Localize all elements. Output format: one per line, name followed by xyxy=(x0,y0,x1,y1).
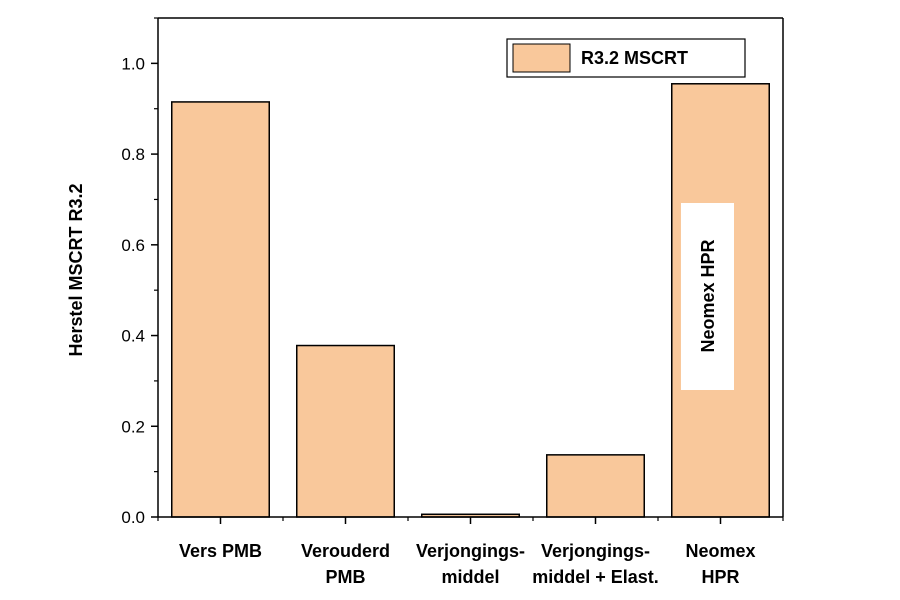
annotation-box xyxy=(681,203,734,390)
legend-label: R3.2 MSCRT xyxy=(581,48,688,68)
y-tick-label: 0.2 xyxy=(121,417,145,436)
annotation-text: Neomex HPR xyxy=(698,239,718,352)
bar-annotation: Neomex HPR xyxy=(681,203,734,390)
y-axis-title: Herstel MSCRT R3.2 xyxy=(66,183,86,356)
bar-0 xyxy=(171,101,270,518)
x-tick-label: Verjongings- xyxy=(541,541,650,561)
bars-layer xyxy=(171,83,770,518)
x-tick-label: PMB xyxy=(326,567,366,587)
x-tick-label: middel + Elast. xyxy=(532,567,659,587)
legend-swatch xyxy=(512,43,571,73)
y-tick-label: 0.6 xyxy=(121,236,145,255)
y-tick-label: 0.4 xyxy=(121,327,145,346)
y-tick-label: 0.8 xyxy=(121,145,145,164)
bar-1 xyxy=(296,344,395,518)
x-tick-label: Verouderd xyxy=(301,541,390,561)
x-tick-label: HPR xyxy=(701,567,739,587)
x-tick-label: middel xyxy=(441,567,499,587)
axes-layer xyxy=(151,17,784,524)
x-tick-label: Neomex xyxy=(685,541,755,561)
bar-3 xyxy=(546,454,645,518)
y-tick-label: 0.0 xyxy=(121,508,145,527)
legend: R3.2 MSCRT xyxy=(506,38,746,78)
labels-layer: 0.0 0.2 0.4 0.6 0.8 1.0 Vers PMB Verouderd PMB Ve… xyxy=(121,54,755,587)
x-tick-label: Verjongings- xyxy=(416,541,525,561)
y-tick-label: 1.0 xyxy=(121,54,145,73)
x-tick-label: Vers PMB xyxy=(179,541,262,561)
